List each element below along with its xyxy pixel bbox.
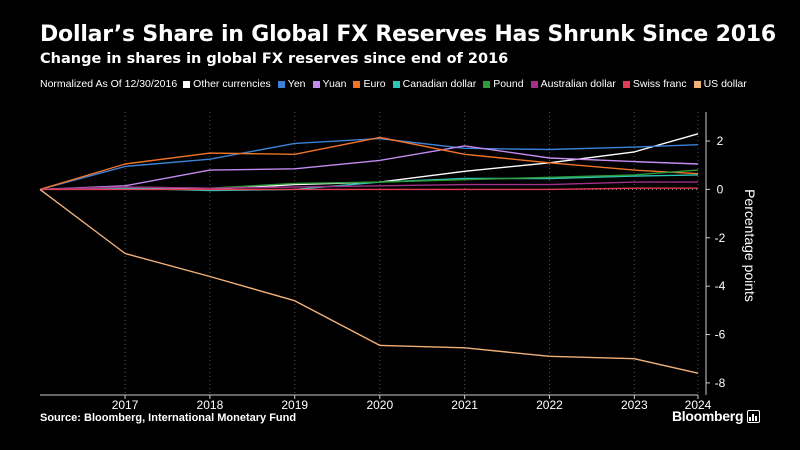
x-tick-label: 2020 [366, 398, 393, 412]
legend-item-canadian-dollar: Canadian dollar [392, 77, 477, 91]
series-line-australian-dollar [39, 181, 698, 191]
legend-swatch [693, 80, 701, 88]
legend-swatch [483, 80, 491, 88]
legend-label: US dollar [703, 78, 747, 90]
chart-subtitle: Change in shares in global FX reserves s… [40, 51, 509, 67]
legend-item-australian-dollar: Australian dollar [530, 77, 616, 91]
legend-label: Other currencies [193, 78, 271, 90]
x-tick-label: 2019 [281, 398, 308, 412]
legend-item-other-currencies: Other currencies [183, 77, 271, 91]
legend-swatch [622, 80, 630, 88]
legend-swatch [353, 80, 361, 88]
legend: Normalized As Of 12/30/2016 Other curren… [40, 77, 760, 91]
y-axis-title: Percentage points [742, 189, 758, 302]
bloomberg-logo: Bloomberg [672, 408, 761, 424]
legend-label: Canadian dollar [402, 78, 477, 90]
legend-item-us-dollar: US dollar [693, 77, 747, 91]
x-tick-label: 2017 [112, 398, 139, 412]
series-line-us-dollar [39, 188, 699, 374]
legend-label: Australian dollar [540, 78, 616, 90]
legend-swatch [530, 80, 538, 88]
legend-label: Yen [287, 78, 306, 90]
legend-label: Swiss franc [632, 78, 687, 90]
y-tick-label: 2 [717, 134, 724, 148]
legend-item-yen: Yen [277, 77, 306, 91]
legend-label: Pound [493, 78, 524, 90]
legend-swatch [312, 80, 320, 88]
legend-label: Yuan [322, 78, 347, 90]
x-tick-label: 2021 [451, 398, 478, 412]
series-line-swiss-franc [40, 187, 698, 191]
logo-text: Bloomberg [672, 408, 744, 424]
legend-item-pound: Pound [483, 77, 524, 91]
x-tick-label: 2024 [685, 398, 712, 412]
x-tick-label: 2022 [536, 398, 563, 412]
source-note: Source: Bloomberg, International Monetar… [40, 412, 297, 424]
series-line-euro [39, 136, 699, 191]
legend-label: Euro [363, 78, 386, 90]
y-tick-label: -4 [715, 279, 726, 293]
series-line-yen [39, 137, 699, 191]
x-tick-label: 2023 [621, 398, 648, 412]
legend-swatch [392, 80, 400, 88]
legend-swatch [277, 80, 285, 88]
legend-item-yuan: Yuan [312, 77, 347, 91]
legend-swatch [183, 80, 191, 88]
y-tick-label: -6 [715, 328, 726, 342]
bloomberg-mark-icon [747, 409, 761, 423]
legend-note: Normalized As Of 12/30/2016 [40, 78, 178, 90]
y-tick-label: 0 [717, 182, 724, 196]
y-tick-label: -8 [715, 376, 726, 390]
legend-item-euro: Euro [353, 77, 386, 91]
chart-title: Dollar’s Share in Global FX Reserves Has… [40, 22, 777, 47]
legend-item-swiss-franc: Swiss franc [622, 77, 687, 91]
series-line-yuan [39, 145, 699, 191]
y-tick-label: -2 [715, 231, 726, 245]
x-tick-label: 2018 [197, 398, 224, 412]
